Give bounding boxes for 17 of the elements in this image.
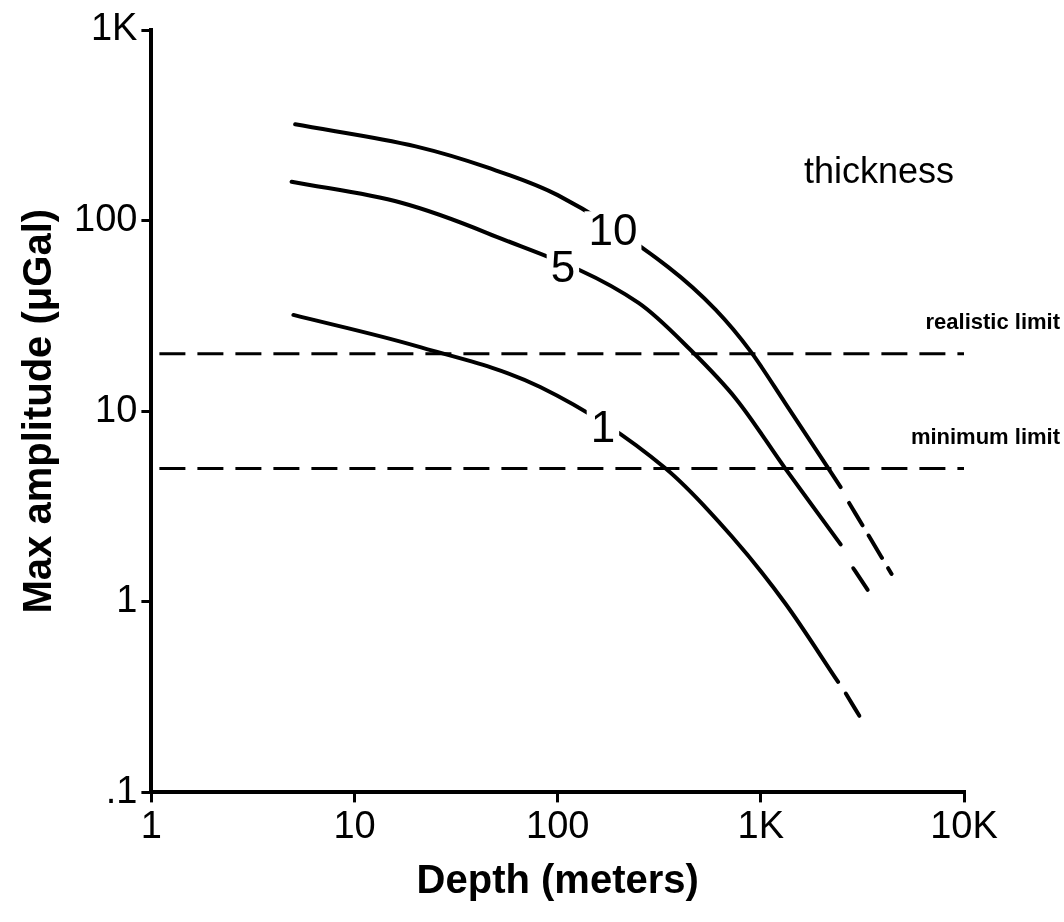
ref-line-label: minimum limit [910, 423, 1061, 449]
x-tick-label: 10K [930, 803, 998, 846]
ref-line-label: realistic limit [925, 308, 1061, 334]
series-label: 1 [590, 401, 616, 451]
y-tick-label: .1 [105, 768, 138, 811]
series-label: 5 [550, 242, 576, 292]
y-tick-label: 10 [95, 387, 138, 430]
y-tick-label: 100 [74, 197, 138, 240]
x-tick-label: 1K [737, 803, 785, 846]
legend-title: thickness [803, 149, 954, 191]
x-tick-label: 100 [526, 803, 590, 846]
x-axis-title: Depth (meters) [416, 857, 699, 902]
x-tick-label: 10 [333, 803, 376, 846]
y-tick-label: 1 [116, 578, 138, 621]
y-axis-title: Max amplitude (μGal) [15, 208, 60, 614]
series-label: 10 [588, 205, 638, 255]
y-tick-label: 1K [90, 6, 138, 49]
